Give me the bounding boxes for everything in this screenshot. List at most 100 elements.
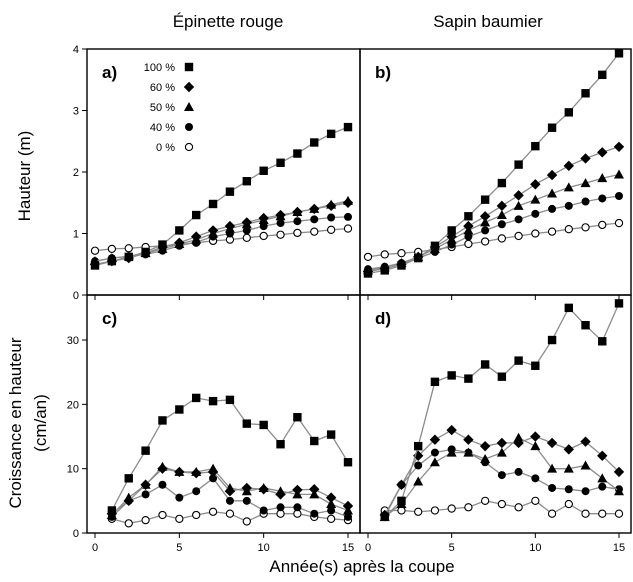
- x-tick-label: 15: [342, 542, 354, 554]
- series-c-100pct-point: [326, 430, 336, 439]
- series-a-0pct-line: [94, 227, 349, 252]
- series-a-100pct: [90, 122, 353, 270]
- panel-label-a: a): [102, 63, 117, 82]
- series-a-60pct-line: [94, 202, 349, 265]
- series-d-0pct-point: [430, 506, 440, 515]
- series-d-50pct-point: [429, 457, 440, 467]
- y-tick-label: 0: [73, 528, 79, 540]
- panel-d: 0 5 10 15 d): [359, 294, 632, 554]
- series-d-50pct-point: [480, 454, 491, 464]
- series-a-100pct-point: [192, 210, 201, 220]
- y-tick-label: 1: [73, 229, 79, 241]
- x-tick-label: 10: [258, 542, 270, 554]
- series-d-60pct-point: [496, 437, 508, 449]
- series-c-60pct-point: [342, 500, 354, 512]
- series-b-60pct-point: [597, 147, 608, 158]
- series-d-100pct-point: [430, 377, 440, 387]
- series-c-100pct-point: [242, 419, 251, 428]
- series-a-40pct-point: [344, 212, 352, 221]
- series-c-60pct-point: [123, 495, 134, 507]
- series-b-0pct-point: [614, 218, 624, 228]
- series-c-100pct-point: [192, 393, 201, 403]
- series-c-40pct-point: [225, 496, 234, 505]
- series-a-60pct-point: [292, 206, 303, 218]
- panel-frame: [359, 294, 632, 534]
- series-b-100pct-point: [414, 253, 423, 263]
- series-b-60pct-point: [563, 160, 574, 172]
- series-d-50pct-point: [496, 447, 507, 457]
- series-d-40pct-point: [564, 485, 573, 494]
- series-b-0pct: [363, 218, 624, 262]
- series-b-100pct-point: [547, 123, 557, 132]
- series-b-0pct-point: [464, 239, 473, 249]
- series-b-100pct-point: [497, 178, 507, 188]
- series-c-0pct-point: [208, 507, 218, 516]
- y-tick-label: 10: [67, 464, 79, 476]
- series-c-100pct-point: [175, 405, 184, 414]
- y-tick-label: 3: [73, 106, 79, 118]
- series-b-0pct-point: [598, 220, 607, 230]
- series-a-40pct-point: [310, 215, 319, 224]
- series-a-60pct-point: [309, 203, 320, 215]
- series-b-0pct-point: [547, 227, 557, 236]
- panels: 0 1 2 3 4 a) b) 0 10 20 30 0 5 10 15 c) 0 5 10 15 d): [67, 44, 632, 554]
- series-a-40pct-point: [259, 222, 268, 231]
- series-a-100pct-point: [310, 138, 319, 147]
- x-tick-label: 0: [365, 542, 371, 554]
- series-c-0pct-point: [192, 510, 201, 520]
- series-b-60pct-point: [613, 141, 625, 152]
- series-c-100pct: [107, 393, 353, 515]
- legend-marker-circle: [185, 123, 193, 131]
- series-b-40pct-point: [531, 209, 540, 218]
- series-b-50pct: [363, 169, 624, 275]
- series-b-60pct-point: [496, 200, 508, 212]
- series-d-60pct-point: [580, 436, 591, 447]
- series-d-40pct-point: [531, 474, 540, 483]
- series-b-50pct-point: [614, 169, 624, 179]
- series-c-60pct-point: [241, 482, 252, 494]
- series-b-60pct-point: [463, 220, 474, 232]
- series-d-50pct-point: [614, 486, 624, 496]
- series-c-100pct-point: [259, 420, 268, 430]
- series-c-0pct-point: [124, 519, 133, 528]
- panel-c: 0 10 20 30 0 5 10 15 c): [67, 294, 361, 554]
- series-d-50pct-point: [530, 441, 541, 451]
- col-title-epinette: Épinette rouge: [173, 12, 284, 31]
- series-d-100pct-point: [531, 361, 540, 370]
- series-c-60pct-point: [292, 484, 303, 496]
- series-b-100pct-line: [367, 52, 620, 275]
- series-c-60pct-point: [207, 466, 219, 478]
- series-d-50pct-point: [547, 463, 558, 473]
- series-d-0pct-point: [447, 504, 456, 513]
- series-a-40pct-point: [276, 219, 285, 228]
- series-b-0pct-point: [397, 249, 406, 258]
- series-d-50pct-point: [413, 476, 424, 486]
- series-b-40pct-point: [514, 215, 523, 224]
- series-b-60pct-point: [513, 190, 524, 201]
- series-a-100pct-point: [242, 177, 251, 186]
- series-c-40pct-point: [327, 506, 336, 515]
- series-c-40pct-point: [158, 480, 167, 489]
- legend-marker-diamond: [183, 81, 195, 93]
- series-c-0pct-point: [326, 514, 336, 523]
- series-a-0pct-point: [293, 228, 302, 238]
- series-a-100pct-point: [343, 122, 353, 132]
- series-a-100pct-point: [208, 199, 218, 209]
- series-d-0pct-point: [581, 509, 590, 518]
- series-b-0pct-line: [367, 222, 620, 258]
- series-b-0pct-point: [531, 229, 540, 238]
- series-a-40pct-line: [94, 216, 349, 262]
- series-b-40pct-point: [497, 220, 506, 229]
- series-a-100pct-point: [90, 261, 100, 270]
- series-a-100pct-point: [259, 166, 268, 175]
- series-b-40pct-point: [615, 191, 623, 200]
- series-d-100pct-point: [564, 303, 573, 313]
- series-c-60pct-point: [191, 467, 202, 479]
- panel-b: b): [359, 48, 632, 300]
- series-d-100pct-point: [514, 356, 523, 365]
- y-tick-label: 0: [73, 290, 79, 302]
- series-c-100pct-point: [343, 458, 353, 467]
- series-c-60pct-point: [309, 484, 320, 495]
- y-axis-label-growth-line2: (cm/an): [31, 394, 50, 452]
